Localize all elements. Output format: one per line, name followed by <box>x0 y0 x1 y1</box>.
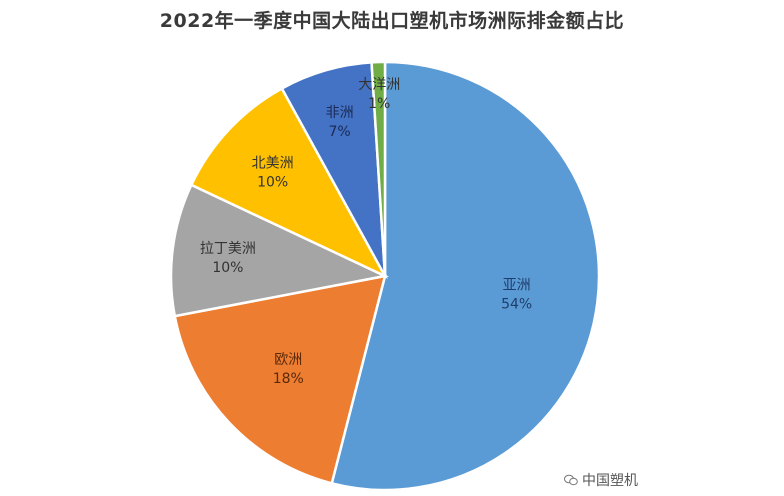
pie-slice-6 <box>370 60 387 277</box>
pie-slice-3 <box>169 183 390 318</box>
wechat-icon <box>564 474 578 486</box>
slice-name-label: 大洋洲 <box>358 77 400 93</box>
slice-value-label: 7% <box>329 124 351 140</box>
watermark-text: 中国塑机 <box>582 473 638 489</box>
slice-value-label: 1% <box>368 96 390 112</box>
slice-value-label: 10% <box>257 175 288 191</box>
pie-slices <box>169 60 601 492</box>
pie-labels: 亚洲 54% 欧洲 18% 拉丁美洲 10% 北美洲 10% 非洲 7% 大洋洲 1% <box>200 77 532 387</box>
pie-slice-2 <box>173 274 387 485</box>
chart-title: 2022年一季度中国大陆出口塑机市场洲际排金额占比 <box>159 10 625 32</box>
slice-name-label: 非洲 <box>326 105 354 121</box>
pie-slice-4 <box>189 86 388 279</box>
slice-name-label: 欧洲 <box>274 352 302 368</box>
slice-value-label: 18% <box>273 371 304 387</box>
slice-value-label: 54% <box>501 297 532 313</box>
pie-slice-1 <box>330 60 601 492</box>
slice-name-label: 拉丁美洲 <box>200 241 256 257</box>
slice-value-label: 10% <box>212 260 243 276</box>
watermark: 中国塑机 <box>564 470 638 490</box>
slice-name-label: 亚洲 <box>503 278 531 294</box>
slice-name-label: 北美洲 <box>252 156 294 172</box>
